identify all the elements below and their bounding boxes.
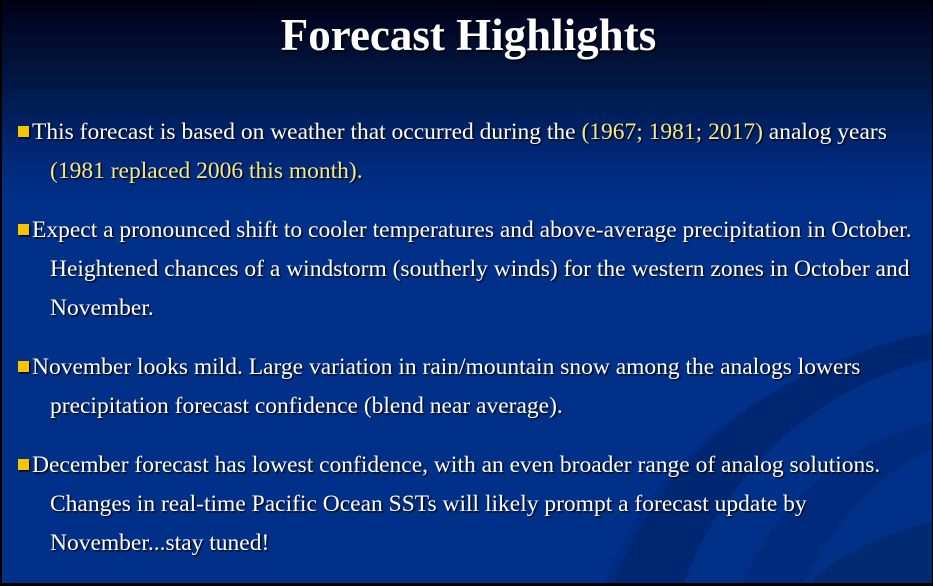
list-item: This forecast is based on weather that o… (8, 113, 925, 191)
square-bullet-icon (18, 224, 29, 235)
list-item-text: December forecast has lowest confidence,… (32, 452, 881, 556)
list-item-text: November looks mild. Large variation in … (32, 354, 861, 419)
text-segment: . (356, 158, 363, 184)
square-bullet-icon (18, 361, 29, 372)
text-segment: analog years (762, 119, 887, 145)
text-segment: This forecast is based on weather that o… (32, 119, 582, 145)
list-item-text: This forecast is based on weather that o… (32, 113, 925, 191)
square-bullet-icon (18, 459, 29, 470)
text-segment-highlight: (1967; 1981; 2017) (581, 119, 763, 145)
list-item-text: Expect a pronounced shift to cooler temp… (32, 217, 912, 321)
list-item: November looks mild. Large variation in … (8, 348, 925, 426)
bullet-list: This forecast is based on weather that o… (2, 113, 932, 563)
page-title: Forecast Highlights (280, 10, 657, 60)
list-item: December forecast has lowest confidence,… (8, 446, 925, 563)
text-segment-highlight: (1981 replaced 2006 this month) (50, 158, 357, 184)
square-bullet-icon (18, 126, 29, 137)
list-item: Expect a pronounced shift to cooler temp… (8, 211, 925, 328)
